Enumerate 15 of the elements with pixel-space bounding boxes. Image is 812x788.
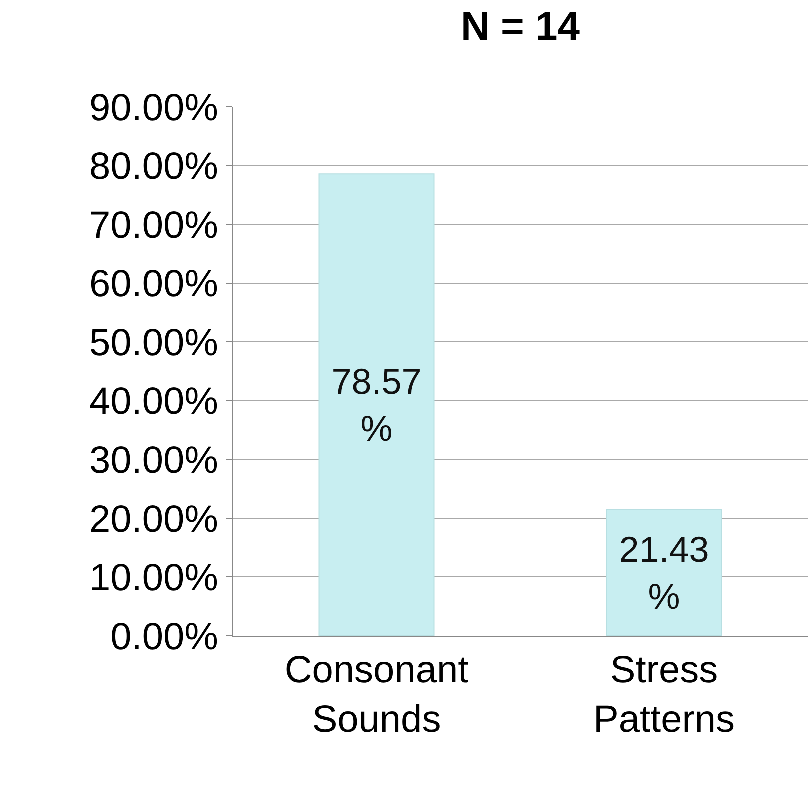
y-tick-label: 80.00% [90, 146, 218, 188]
chart-title: N = 14 [461, 4, 581, 49]
y-tick-label: 50.00% [90, 322, 218, 364]
y-tick-label: 60.00% [90, 264, 218, 306]
y-tick-label: 40.00% [90, 381, 218, 424]
y-tick-label: 10.00% [90, 558, 218, 600]
y-tick-label: 30.00% [90, 440, 218, 482]
x-tick-label: Consonant Sounds [284, 650, 470, 741]
data-label: 78.57% [332, 361, 422, 449]
y-tick-label: 20.00% [90, 498, 218, 541]
y-tick-label: 90.00% [90, 87, 218, 130]
data-label: 21.43% [619, 529, 710, 617]
y-tick-label: 0.00% [110, 616, 218, 658]
x-tick-label: Stress Patterns [593, 650, 736, 741]
y-tick-label: 70.00% [90, 204, 218, 247]
